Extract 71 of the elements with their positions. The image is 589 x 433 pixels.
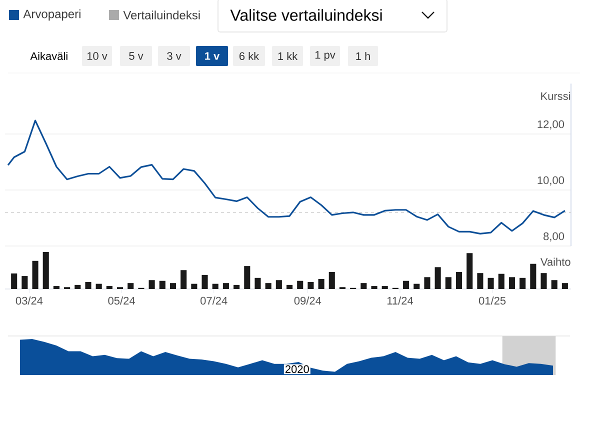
x-tick-label: 11/24 xyxy=(387,296,414,305)
bar xyxy=(222,283,229,289)
bar xyxy=(212,284,218,289)
bar xyxy=(530,264,536,289)
text: 1 pv xyxy=(315,51,336,61)
bar xyxy=(22,276,28,289)
text: Aikaväli xyxy=(30,52,68,60)
y-tick-label: 8,00 xyxy=(544,232,564,242)
x-tick-label: 07/24 xyxy=(200,296,228,305)
bar xyxy=(128,283,134,289)
bar xyxy=(106,286,112,289)
bar xyxy=(466,253,473,289)
x-tick-label: 01/25 xyxy=(478,296,506,305)
bar xyxy=(445,277,452,289)
bar xyxy=(96,284,102,289)
bar xyxy=(488,278,494,289)
bar xyxy=(148,280,155,289)
text: Valitse vertailuindeksi xyxy=(230,9,382,21)
bar xyxy=(477,273,484,289)
x-tick-label: 03/24 xyxy=(16,296,43,305)
bar xyxy=(434,267,441,289)
bar xyxy=(318,279,324,289)
text: 6 kk xyxy=(239,52,260,60)
bar xyxy=(42,252,49,289)
bar xyxy=(360,283,367,289)
y-tick-label: 12,00 xyxy=(538,120,564,130)
text: 1 v xyxy=(205,52,220,60)
bar xyxy=(424,277,430,289)
bar xyxy=(551,280,558,289)
text: 1 h xyxy=(356,52,370,60)
text: 10 v xyxy=(87,52,108,60)
bar xyxy=(254,278,261,289)
bar xyxy=(328,272,335,289)
bar xyxy=(170,283,176,289)
x-tick-label: 05/24 xyxy=(108,296,135,305)
bar xyxy=(456,272,462,289)
bar xyxy=(297,280,304,289)
bar xyxy=(202,274,208,289)
legend-label: Arvopaperi xyxy=(23,9,80,21)
bar xyxy=(414,284,420,289)
bar xyxy=(382,286,388,289)
bar xyxy=(191,284,198,289)
bar xyxy=(276,280,282,289)
text: 1 kk xyxy=(278,52,298,60)
bar xyxy=(85,282,92,289)
bar xyxy=(159,280,166,289)
bar xyxy=(286,284,293,289)
y-tick-label: 10,00 xyxy=(538,176,564,186)
bar xyxy=(244,266,250,289)
bar xyxy=(540,273,547,289)
text: Vertailuindeksi xyxy=(123,10,200,20)
x-tick-label: 09/24 xyxy=(294,296,322,305)
text: 5 v xyxy=(129,52,144,60)
bar xyxy=(371,286,378,289)
bar xyxy=(11,273,18,289)
bar xyxy=(32,260,38,289)
y-axis-title: Kurssi xyxy=(541,92,570,100)
annotation: 2020 xyxy=(285,365,309,374)
bar xyxy=(53,286,60,289)
bar xyxy=(562,283,568,289)
y-axis-title: Vaihto xyxy=(540,258,570,266)
bar xyxy=(180,270,187,289)
bar xyxy=(520,278,526,289)
bar xyxy=(74,284,81,289)
bar xyxy=(234,284,240,289)
bar xyxy=(508,277,516,289)
text: 3 v xyxy=(167,52,182,60)
bar xyxy=(498,274,504,289)
bar xyxy=(403,280,410,289)
bar xyxy=(265,283,272,289)
bar xyxy=(308,282,314,289)
